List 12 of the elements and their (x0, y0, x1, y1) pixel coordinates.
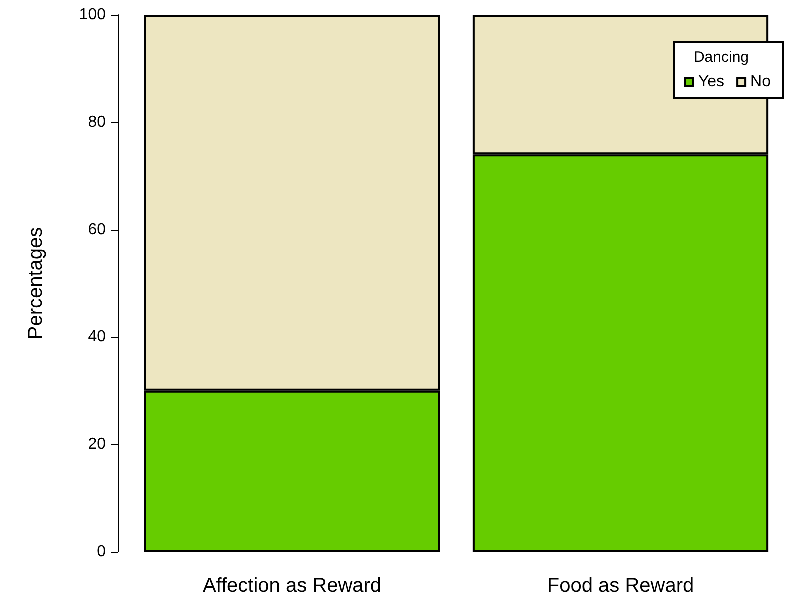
legend-label: No (750, 74, 772, 90)
y-tick-label: 80 (88, 114, 106, 131)
y-tick-label: 20 (88, 436, 106, 454)
y-tick-label: 40 (88, 328, 106, 346)
x-tick-label: Affection as Reward (202, 575, 382, 597)
y-tick-label: 100 (79, 6, 106, 24)
legend-label: Yes (698, 74, 725, 90)
y-axis-title: Percentages (25, 227, 47, 340)
legend-title: Dancing (694, 49, 750, 66)
y-tick-label: 0 (97, 544, 106, 560)
x-tick-label: Food as Reward (547, 575, 694, 597)
y-tick-label: 60 (88, 221, 106, 238)
